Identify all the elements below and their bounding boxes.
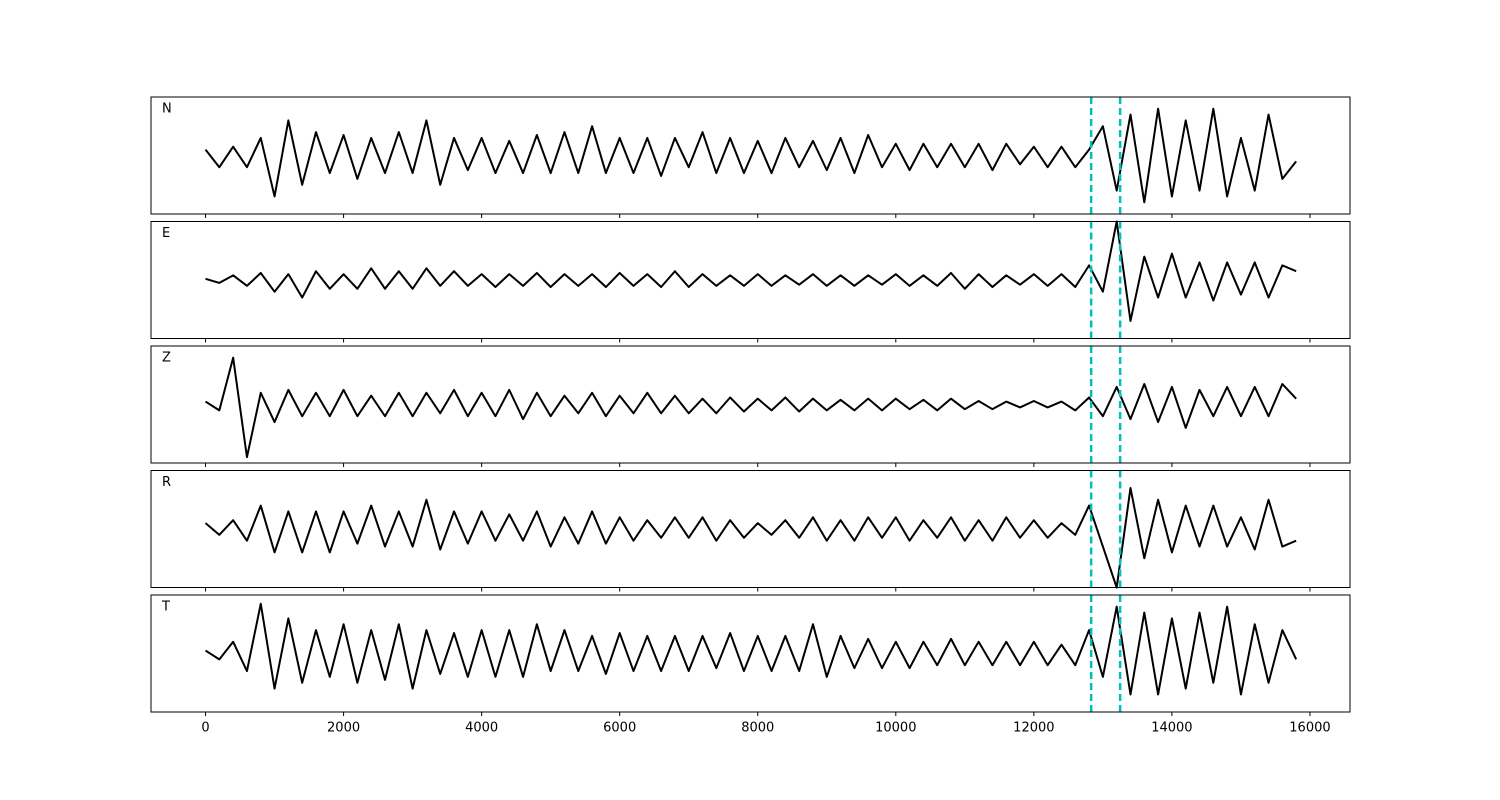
x-tick-label: 2000 [327, 721, 360, 736]
x-tick-label: 10000 [875, 721, 916, 736]
trace [204, 107, 1297, 204]
panel-frame [150, 470, 1351, 588]
panel-label: N [162, 102, 172, 117]
x-tick-label: 8000 [741, 721, 774, 736]
panel-frame [150, 345, 1351, 464]
trace [204, 602, 1298, 696]
panel-frame [150, 96, 1351, 215]
panel-label: E [162, 226, 170, 241]
x-tick-label: 6000 [603, 721, 636, 736]
panel-label: T [161, 600, 170, 615]
x-tick-label: 12000 [1013, 721, 1054, 736]
panel-frame [150, 221, 1351, 339]
panel-label: Z [162, 351, 171, 366]
x-tick-label: 16000 [1289, 721, 1330, 736]
x-tick-label: 14000 [1151, 721, 1192, 736]
trace [204, 487, 1297, 589]
trace [205, 220, 1297, 322]
x-tick-label: 4000 [465, 721, 498, 736]
trace [204, 356, 1297, 459]
x-tick-label: 0 [201, 721, 209, 736]
panel-frame [150, 594, 1351, 713]
panel-label: R [162, 475, 171, 490]
